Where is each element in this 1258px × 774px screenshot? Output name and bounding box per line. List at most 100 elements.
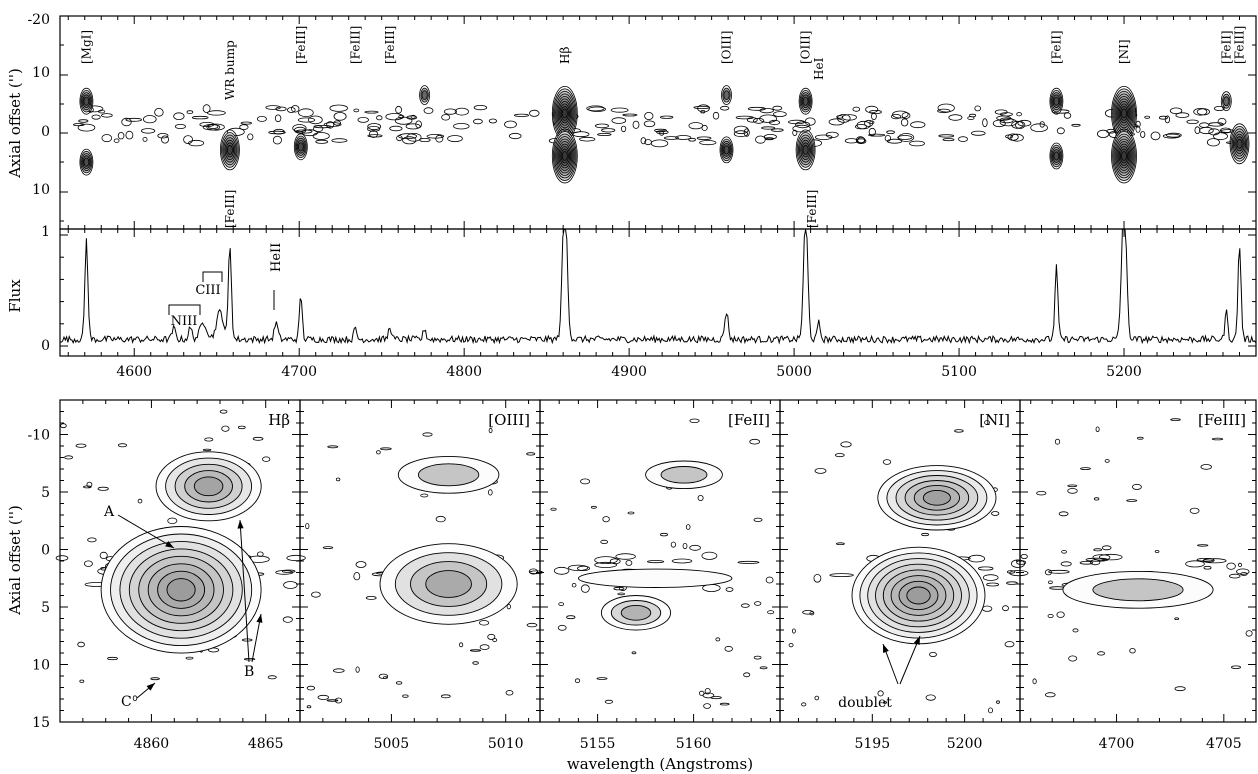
noise-contour bbox=[834, 453, 845, 458]
y-ticklabel: 15 bbox=[32, 715, 50, 731]
noise-contour bbox=[704, 688, 711, 695]
annotation-label: doublet bbox=[838, 695, 892, 711]
continuum-contour bbox=[286, 554, 306, 562]
noise-contour bbox=[1039, 121, 1045, 128]
noise-contour bbox=[769, 119, 781, 126]
noise-contour bbox=[157, 132, 169, 139]
noise-contour bbox=[1186, 119, 1199, 124]
noise-contour bbox=[925, 694, 936, 701]
noise-contour bbox=[1048, 580, 1053, 585]
noise-contour bbox=[984, 420, 990, 425]
panel-ticks bbox=[1020, 400, 1256, 723]
noise-contour bbox=[814, 695, 820, 701]
noise-contour bbox=[689, 418, 700, 423]
noise-contour bbox=[1214, 106, 1225, 112]
continuum-contour bbox=[580, 584, 590, 593]
noise-contour bbox=[868, 127, 876, 136]
emission-contour bbox=[1092, 578, 1184, 602]
noise-contour bbox=[410, 114, 416, 119]
noise-contour bbox=[137, 498, 143, 504]
noise-contour bbox=[188, 139, 205, 147]
line-id-label: [FeII] bbox=[1219, 30, 1233, 64]
noise-contour bbox=[1060, 561, 1072, 567]
continuum-contour bbox=[55, 555, 69, 561]
noise-contour bbox=[86, 481, 93, 488]
noise-contour bbox=[1093, 548, 1103, 552]
noise-contour bbox=[1245, 630, 1253, 637]
emission-contour bbox=[1111, 128, 1137, 184]
continuum-contour bbox=[84, 560, 93, 567]
noise-contour bbox=[733, 130, 749, 138]
noise-contour bbox=[970, 130, 986, 136]
noise-contour bbox=[1129, 648, 1136, 654]
line-id-label: [FeIII] bbox=[223, 190, 237, 228]
noise-contour bbox=[167, 517, 178, 524]
continuum-contour bbox=[1009, 570, 1029, 577]
noise-contour bbox=[938, 134, 955, 138]
noise-contour bbox=[1010, 133, 1024, 142]
noise-contour bbox=[60, 423, 67, 429]
y-ticklabel: 10 bbox=[32, 182, 50, 198]
noise-contour bbox=[441, 114, 451, 121]
noise-contour bbox=[221, 425, 230, 432]
noise-contour bbox=[75, 443, 87, 448]
noise-contour bbox=[1238, 562, 1243, 568]
panel-label: Hβ bbox=[268, 411, 290, 429]
emission-contour bbox=[922, 489, 951, 506]
noise-contour bbox=[79, 679, 85, 683]
noise-contour bbox=[265, 105, 281, 110]
noise-contour bbox=[840, 441, 852, 448]
continuum-contour bbox=[1196, 557, 1215, 562]
spectrum-image-ticks bbox=[60, 15, 1257, 229]
noise-contour bbox=[101, 113, 113, 118]
noise-contour bbox=[311, 591, 321, 598]
zoom-panel-1: 4860 4865 Hβ bbox=[55, 399, 306, 752]
continuum-contour bbox=[594, 561, 618, 568]
continuum-contour bbox=[967, 554, 986, 563]
x-ticklabel: 4800 bbox=[446, 364, 482, 380]
noise-contour bbox=[1072, 628, 1079, 633]
noise-contour bbox=[625, 560, 633, 566]
noise-contour bbox=[117, 443, 128, 448]
noise-contour bbox=[1203, 565, 1212, 570]
noise-contour bbox=[1229, 573, 1241, 579]
noise-contour bbox=[1104, 459, 1110, 463]
annotation-label: C bbox=[121, 694, 132, 710]
noise-contour bbox=[327, 445, 339, 449]
noise-contour bbox=[333, 120, 342, 126]
noise-contour bbox=[479, 644, 490, 650]
noise-contour bbox=[472, 118, 483, 125]
noise-contour bbox=[77, 123, 96, 132]
zoom-panel-2: 5005 5010 [OIII] bbox=[299, 399, 543, 752]
noise-contour bbox=[508, 132, 522, 140]
line-id-label: [OIII] bbox=[799, 31, 813, 64]
noise-contour bbox=[792, 628, 796, 634]
noise-contour bbox=[78, 119, 89, 123]
emission-contour bbox=[798, 87, 813, 115]
noise-contour bbox=[274, 114, 282, 123]
noise-contour bbox=[571, 583, 577, 588]
noise-contour bbox=[365, 596, 377, 600]
noise-contour bbox=[376, 450, 381, 455]
noise-contour bbox=[882, 459, 892, 465]
zoom-y-ticklabels: -10 5 0 5 10 15 bbox=[27, 428, 50, 732]
noise-contour bbox=[795, 121, 811, 129]
line-id-label: [MgI] bbox=[79, 30, 93, 64]
zoom-panel-5: 4700 4705 [FeIII] bbox=[1016, 399, 1257, 752]
noise-contour bbox=[586, 105, 605, 112]
y-ticklabel: 0 bbox=[41, 338, 50, 354]
emission-contour bbox=[1053, 96, 1060, 106]
noise-contour bbox=[597, 132, 612, 136]
noise-contour bbox=[611, 117, 627, 124]
noise-contour bbox=[1174, 617, 1180, 620]
noise-contour bbox=[308, 115, 323, 125]
noise-contour bbox=[227, 127, 245, 136]
noise-contour bbox=[566, 615, 576, 620]
noise-contour bbox=[735, 115, 754, 120]
noise-contour bbox=[1154, 550, 1160, 553]
panel-frame bbox=[1019, 399, 1257, 723]
noise-contour bbox=[297, 117, 316, 123]
noise-contour bbox=[1006, 570, 1016, 574]
noise-contour bbox=[472, 661, 479, 665]
y-ticklabel: 0 bbox=[41, 543, 50, 559]
